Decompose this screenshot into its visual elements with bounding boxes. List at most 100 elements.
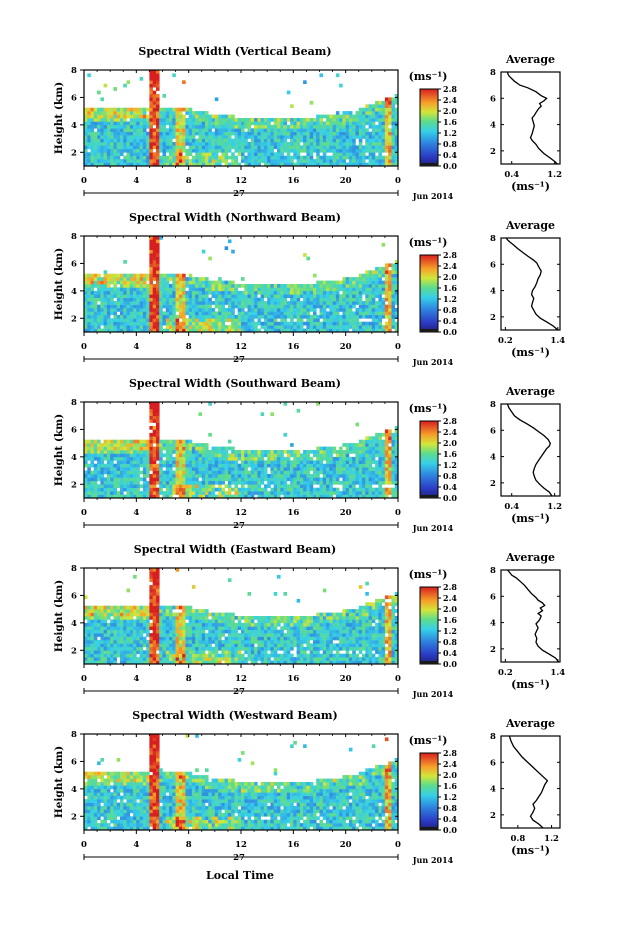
heatmap-cell <box>250 118 255 122</box>
heatmap-cell <box>84 653 88 658</box>
heatmap-cell <box>93 646 98 651</box>
heatmap-cell <box>152 83 157 88</box>
heatmap-cell <box>156 443 160 447</box>
heatmap-cell <box>293 135 297 139</box>
heatmap-cell <box>250 470 255 475</box>
heatmap-cell <box>218 121 222 126</box>
heatmap-cell <box>142 138 147 143</box>
heatmap-cell <box>303 301 307 305</box>
heatmap-cell <box>316 280 320 285</box>
heatmap-cell <box>260 470 265 475</box>
heatmap-cell <box>277 328 281 333</box>
heatmap-cell <box>120 128 124 133</box>
heatmap-cell <box>355 124 360 129</box>
heatmap-cell <box>260 138 265 143</box>
heatmap-cell <box>260 284 265 288</box>
heatmap-cell <box>97 650 101 655</box>
heatmap-cell <box>218 148 222 153</box>
heatmap-cell <box>195 314 199 319</box>
heatmap-cell <box>306 138 310 143</box>
heatmap-cell <box>244 124 248 129</box>
heatmap-cell <box>244 284 248 288</box>
heatmap-cell <box>103 131 108 136</box>
heatmap-cell <box>159 290 163 295</box>
heatmap-cell <box>133 114 137 119</box>
heatmap-cell <box>106 148 111 153</box>
heatmap-cell <box>241 321 245 326</box>
heatmap-cell <box>103 439 108 444</box>
heatmap-cell <box>247 318 252 323</box>
heatmap-cell <box>306 318 310 323</box>
heatmap-cell <box>139 148 144 153</box>
heatmap-cell <box>234 491 239 495</box>
heatmap-cell <box>394 277 399 281</box>
heatmap-cell <box>335 124 340 129</box>
x-tick-label: 4 <box>133 508 139 518</box>
heatmap-cell <box>126 304 131 309</box>
heatmap-cell <box>218 162 222 167</box>
heatmap-cell <box>106 308 111 312</box>
heatmap-cell <box>182 280 186 285</box>
heatmap-cell <box>244 480 248 485</box>
heatmap-cell <box>358 453 363 458</box>
heatmap-cell <box>182 114 186 119</box>
heatmap-cell <box>335 480 340 485</box>
heatmap-cell <box>368 436 373 441</box>
heatmap-cell <box>178 491 183 495</box>
heatmap-cell <box>84 290 88 295</box>
heatmap-cell <box>87 619 91 624</box>
heatmap-cell <box>205 131 209 136</box>
heatmap-cell <box>313 124 317 129</box>
heatmap-cell <box>375 467 379 471</box>
heatmap-cell <box>84 107 88 112</box>
heatmap-cell <box>247 121 252 126</box>
heatmap-cell <box>188 456 193 461</box>
heatmap-cell <box>136 124 140 129</box>
heatmap-cell <box>178 135 183 139</box>
heatmap-cell <box>352 491 356 495</box>
heatmap-cell <box>241 142 245 146</box>
heatmap-cell <box>384 111 389 115</box>
heatmap-cell <box>172 484 176 489</box>
heatmap-cell <box>348 297 353 302</box>
heatmap-cell <box>123 443 127 447</box>
heatmap-cell <box>306 491 310 495</box>
heatmap-cell <box>198 152 203 157</box>
heatmap-cell <box>224 460 229 465</box>
heatmap-cell <box>182 450 186 454</box>
heatmap-cell <box>224 308 229 312</box>
heatmap-cell <box>123 318 127 323</box>
heatmap-cell <box>237 131 242 136</box>
heatmap-cell <box>87 480 91 485</box>
heatmap-cell <box>322 301 327 305</box>
heatmap-cell <box>87 646 91 651</box>
heatmap-cell <box>185 453 189 458</box>
heatmap-cell <box>218 470 222 475</box>
heatmap-cell <box>149 494 153 499</box>
heatmap-cell <box>129 487 134 492</box>
heatmap-cell <box>100 131 104 136</box>
heatmap-cell <box>211 446 216 451</box>
heatmap-cell <box>103 297 108 302</box>
heatmap-cell <box>100 280 104 285</box>
heatmap-cell <box>394 128 399 133</box>
average-title: Average <box>505 385 555 398</box>
heatmap-cell <box>260 287 265 292</box>
heatmap-cell <box>342 484 346 489</box>
heatmap-cell <box>306 325 310 329</box>
heatmap-cell <box>169 273 173 278</box>
heatmap-cell <box>290 290 294 295</box>
heatmap-cell <box>335 138 340 143</box>
heatmap-cell <box>355 463 360 468</box>
heatmap-cell <box>87 301 91 305</box>
heatmap-cell <box>146 453 150 458</box>
heatmap-cell <box>348 118 353 122</box>
heatmap-cell <box>201 484 206 489</box>
heatmap-cell <box>139 142 144 146</box>
heatmap-cell <box>303 155 307 160</box>
heatmap-cell <box>221 118 225 122</box>
heatmap-cell <box>358 314 363 319</box>
heatmap-cell <box>371 162 376 167</box>
heatmap-cell <box>319 284 324 288</box>
heatmap-cell <box>178 290 183 295</box>
